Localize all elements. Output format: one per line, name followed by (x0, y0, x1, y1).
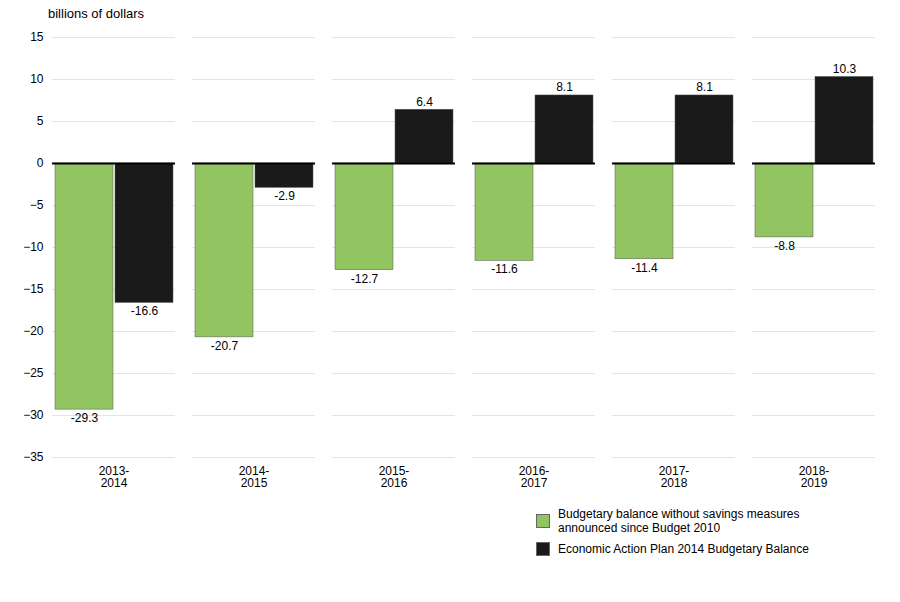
svg-text:-20.7: -20.7 (211, 339, 239, 353)
svg-text:-11.6: -11.6 (491, 262, 518, 276)
svg-text:2016-2017: 2016-2017 (519, 464, 550, 490)
svg-text:−35: −35 (23, 450, 44, 464)
svg-text:−15: −15 (23, 282, 44, 296)
svg-text:10: 10 (30, 72, 44, 86)
svg-text:−30: −30 (23, 408, 44, 422)
svg-text:2015-2016: 2015-2016 (379, 464, 410, 490)
html-text:Budgetary balance without savi: Budgetary balance without savings measur… (558, 507, 800, 536)
svg-text:-29.3: -29.3 (71, 411, 99, 425)
svg-text:2017-2018: 2017-2018 (659, 464, 690, 490)
svg-text:-16.6: -16.6 (131, 304, 159, 318)
svg-text:6.4: 6.4 (416, 95, 433, 109)
svg-text:−25: −25 (23, 366, 44, 380)
svg-text:15: 15 (30, 30, 44, 44)
svg-text:−20: −20 (23, 324, 44, 338)
svg-text:−5: −5 (30, 198, 44, 212)
svg-text:2018-2019: 2018-2019 (799, 464, 830, 490)
svg-text:-12.7: -12.7 (351, 272, 379, 286)
svg-text:8.1: 8.1 (696, 80, 713, 94)
svg-text:-8.8: -8.8 (774, 239, 795, 253)
svg-text:−10: −10 (23, 240, 44, 254)
svg-text:-11.4: -11.4 (631, 261, 658, 275)
svg-text:10.3: 10.3 (833, 62, 857, 76)
svg-text:0: 0 (37, 156, 44, 170)
svg-text:2013-2014: 2013-2014 (99, 464, 130, 490)
html-text:billions of dollars: billions of dollars (48, 6, 145, 21)
svg-text:5: 5 (37, 114, 44, 128)
svg-text:-2.9: -2.9 (274, 189, 295, 203)
html-text:Economic Action Plan 2014 Budg: Economic Action Plan 2014 Budgetary Bala… (558, 541, 809, 556)
svg-text:2014-2015: 2014-2015 (239, 464, 270, 490)
svg-text:8.1: 8.1 (556, 80, 573, 94)
